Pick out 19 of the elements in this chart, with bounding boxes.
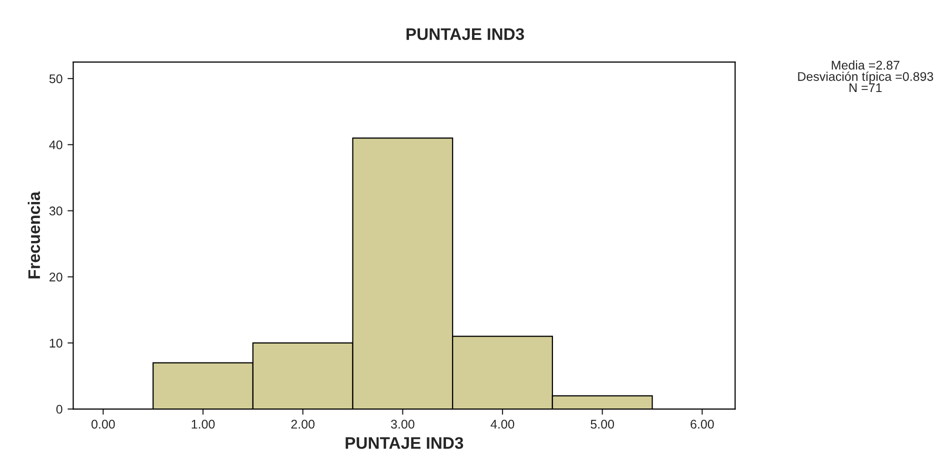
text: Media =2.87 <box>832 60 900 70</box>
x-tick-label: 4.00 <box>490 420 514 429</box>
y-axis-title: Frecuencia <box>28 191 40 278</box>
y-tick-label: 0 <box>56 404 62 414</box>
y-tick-label: 20 <box>50 272 62 282</box>
x-tick-label: 6.00 <box>690 420 714 429</box>
x-tick-label: 0.00 <box>92 420 115 429</box>
x-tick-label: 1.00 <box>192 420 215 429</box>
y-tick-label: 40 <box>49 140 62 150</box>
y-tick-label: 30 <box>49 206 62 216</box>
x-tick-label: 3.00 <box>390 420 414 429</box>
x-tick-label: 5.00 <box>590 420 614 429</box>
y-tick-label: 50 <box>49 74 62 84</box>
y-tick-label: 10 <box>50 338 62 348</box>
text: Desviación típica =0.893 <box>798 72 934 84</box>
x-tick-label: 2.00 <box>291 420 315 429</box>
text: N =71 <box>850 83 882 92</box>
chart-title: PUNTAJE IND3 <box>406 28 524 40</box>
x-axis-title: PUNTAJE IND3 <box>346 437 464 449</box>
